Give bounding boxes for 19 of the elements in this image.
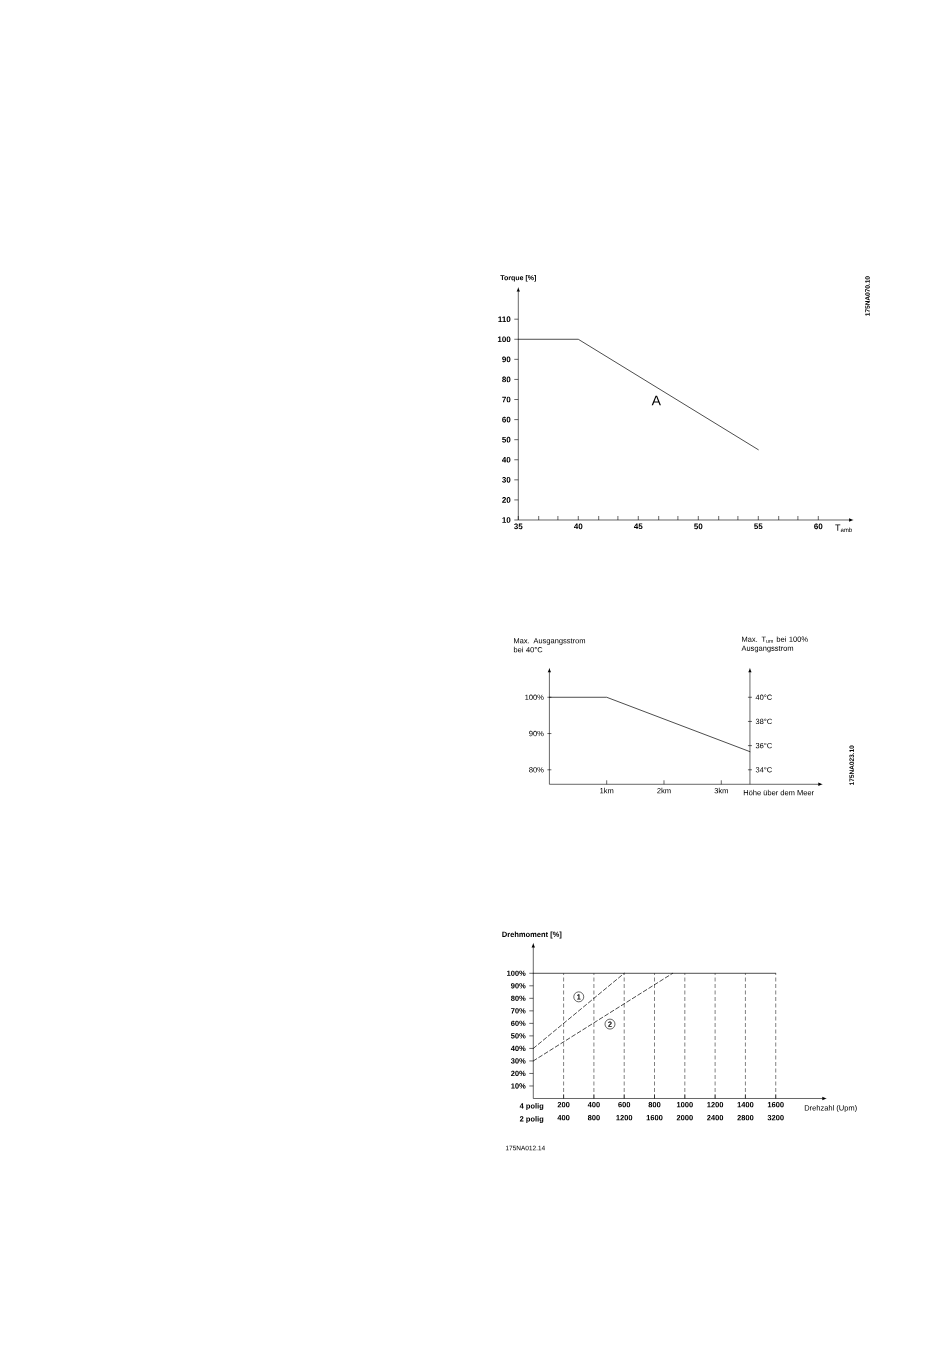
x-axis-title: T$_{amb}$	[835, 524, 852, 533]
x-tick-label: 40	[573, 523, 583, 530]
x-tick-label: 60	[814, 523, 823, 530]
x-tick-label: 50	[694, 523, 703, 530]
x-tick-label: 35	[514, 523, 523, 530]
y-tick-label: 80	[502, 376, 511, 383]
y-tick-label: 50	[502, 436, 511, 443]
y-tick-label: 20	[502, 497, 511, 503]
series-label: A	[651, 395, 661, 406]
y-tick-label: 110	[498, 316, 511, 323]
y-tick-label: 40	[501, 456, 511, 463]
y-tick-label: 100	[497, 336, 511, 343]
y-tick-label: 60	[502, 416, 511, 423]
x-tick-label: 45	[633, 523, 643, 530]
y-tick-label: 30	[502, 477, 511, 483]
y-tick-label: 70	[502, 396, 511, 403]
y-tick-label: 90	[502, 356, 511, 363]
y-tick-label: 10	[502, 517, 511, 523]
x-tick-label: 55	[754, 523, 763, 530]
